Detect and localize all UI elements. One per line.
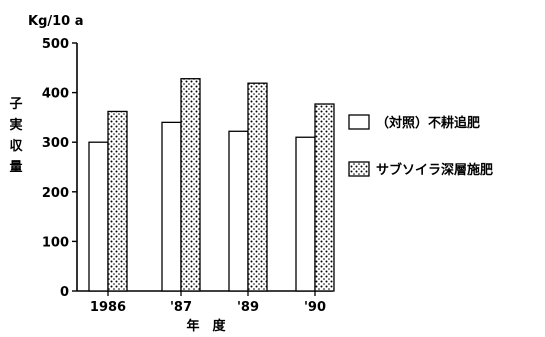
y-axis-title-char: 子 xyxy=(9,97,22,112)
y-axis-title-char: 実 xyxy=(9,117,22,133)
x-tick-label: '89 xyxy=(237,300,259,315)
legend-swatch-subsoiler xyxy=(348,161,370,177)
x-axis-title: 年 度 xyxy=(186,318,226,334)
y-tick-label: 100 xyxy=(42,235,69,250)
y-axis-title-char: 量 xyxy=(9,160,22,175)
bar-subsoiler xyxy=(314,103,335,292)
legend-label-control: （対照）不耕追肥 xyxy=(376,115,480,131)
bar-subsoiler xyxy=(180,78,201,292)
y-tick-label: 300 xyxy=(42,136,69,151)
y-unit-label: Kg/10 a xyxy=(28,14,84,29)
legend-swatch-control xyxy=(348,114,370,130)
legend-label-subsoiler: サブソイラ深層施肥 xyxy=(376,162,493,178)
bar-control xyxy=(161,121,182,292)
y-tick-label: 0 xyxy=(60,285,69,300)
y-axis-title-char: 収 xyxy=(9,139,23,154)
bar-subsoiler xyxy=(107,110,128,292)
bar-control xyxy=(228,130,249,292)
bars xyxy=(88,78,335,292)
y-tick-label: 400 xyxy=(42,87,69,102)
x-tick-label: 1986 xyxy=(90,300,126,315)
x-tick-label: '87 xyxy=(170,300,192,315)
bar-control xyxy=(88,141,109,292)
bar-subsoiler xyxy=(247,82,268,292)
x-tick-label: '90 xyxy=(304,300,326,315)
y-tick-label: 200 xyxy=(42,186,69,201)
y-tick-label: 500 xyxy=(42,37,69,52)
bar-control xyxy=(295,136,316,292)
